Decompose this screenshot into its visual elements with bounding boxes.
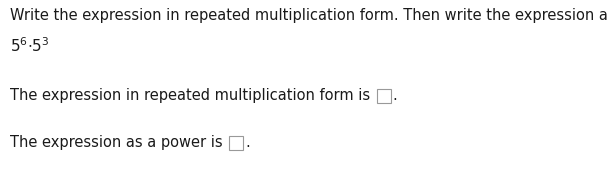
Text: $5^6{\cdot}5^3$: $5^6{\cdot}5^3$ (10, 36, 50, 55)
Text: The expression as a power is: The expression as a power is (10, 135, 227, 150)
Text: .: . (245, 135, 250, 150)
Bar (229, 136, 243, 150)
Bar (377, 89, 391, 103)
Text: .: . (393, 88, 398, 103)
Text: The expression in repeated multiplication form is: The expression in repeated multiplicatio… (10, 88, 375, 103)
Text: Write the expression in repeated multiplication form. Then write the expression : Write the expression in repeated multipl… (10, 8, 608, 23)
